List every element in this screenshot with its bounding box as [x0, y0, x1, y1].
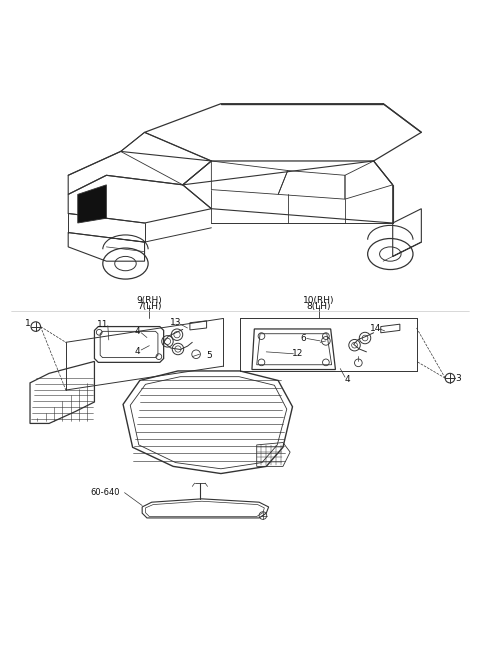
Text: 4: 4: [134, 327, 140, 336]
Text: 3: 3: [455, 374, 461, 382]
Text: 4: 4: [134, 347, 140, 356]
Text: 14: 14: [371, 324, 382, 333]
Text: 1: 1: [25, 319, 31, 328]
Text: 4: 4: [345, 375, 351, 384]
Text: 5: 5: [206, 351, 212, 359]
Text: 12: 12: [291, 349, 303, 358]
Text: 7(LH): 7(LH): [137, 302, 162, 310]
Text: 13: 13: [170, 318, 181, 327]
Text: 60-640: 60-640: [91, 488, 120, 497]
Text: 6: 6: [300, 334, 306, 343]
Polygon shape: [78, 185, 107, 223]
Text: 9(RH): 9(RH): [136, 297, 162, 305]
Text: 10(RH): 10(RH): [303, 297, 335, 305]
Text: 8(LH): 8(LH): [307, 302, 331, 310]
Text: 11: 11: [97, 319, 109, 329]
